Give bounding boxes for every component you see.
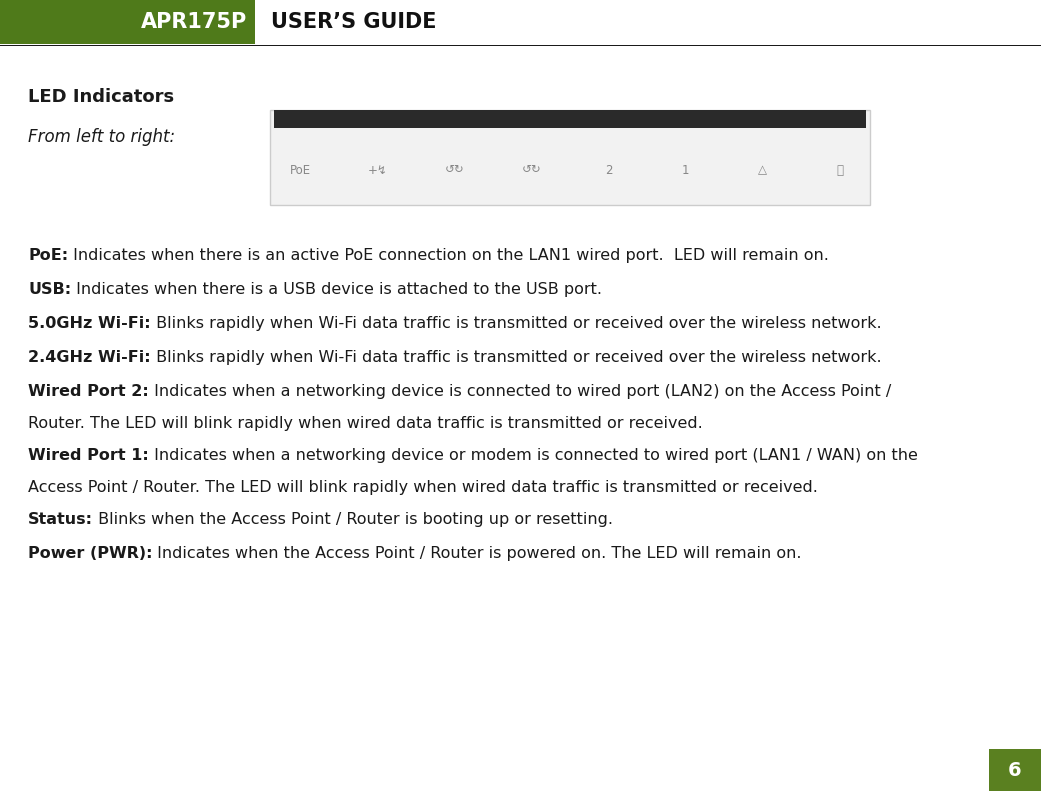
Bar	[989, 749, 1041, 791]
Text: Wired Port 2:: Wired Port 2:	[28, 384, 149, 399]
Text: PoE: PoE	[289, 164, 310, 176]
Text: Access Point / Router. The LED will blink rapidly when wired data traffic is tra: Access Point / Router. The LED will blin…	[28, 480, 818, 495]
Text: Blinks rapidly when Wi-Fi data traffic is transmitted or received over the wirel: Blinks rapidly when Wi-Fi data traffic i…	[151, 316, 882, 331]
Text: Power (PWR):: Power (PWR):	[28, 546, 152, 561]
Text: △: △	[758, 164, 767, 176]
Text: 2: 2	[605, 164, 612, 176]
Text: Blinks rapidly when Wi-Fi data traffic is transmitted or received over the wirel: Blinks rapidly when Wi-Fi data traffic i…	[151, 350, 882, 365]
Text: 6: 6	[1008, 760, 1022, 779]
Text: Indicates when a networking device or modem is connected to wired port (LAN1 / W: Indicates when a networking device or mo…	[149, 448, 917, 463]
Text: 2.4GHz Wi-Fi:: 2.4GHz Wi-Fi:	[28, 350, 151, 365]
Text: Indicates when a networking device is connected to wired port (LAN2) on the Acce: Indicates when a networking device is co…	[149, 384, 891, 399]
Text: LED Indicators: LED Indicators	[28, 88, 174, 106]
Text: Indicates when there is an active PoE connection on the LAN1 wired port.  LED wi: Indicates when there is an active PoE co…	[68, 248, 829, 263]
Text: ⏻: ⏻	[837, 164, 843, 176]
Text: PoE:: PoE:	[28, 248, 68, 263]
Text: ↺↻: ↺↻	[445, 164, 464, 176]
Text: Indicates when the Access Point / Router is powered on. The LED will remain on.: Indicates when the Access Point / Router…	[152, 546, 802, 561]
Text: APR175P: APR175P	[141, 12, 247, 32]
Text: Status:: Status:	[28, 512, 93, 527]
Bar	[0, 44, 1041, 46]
Text: From left to right:: From left to right:	[28, 128, 175, 146]
Text: Indicates when there is a USB device is attached to the USB port.: Indicates when there is a USB device is …	[71, 282, 602, 297]
Text: USER’S GUIDE: USER’S GUIDE	[271, 12, 436, 32]
Text: USB:: USB:	[28, 282, 71, 297]
Bar	[274, 110, 866, 128]
Bar	[270, 110, 870, 205]
Text: Wired Port 1:: Wired Port 1:	[28, 448, 149, 463]
Text: 1: 1	[682, 164, 689, 176]
Text: +↯: +↯	[367, 164, 387, 176]
Text: Router. The LED will blink rapidly when wired data traffic is transmitted or rec: Router. The LED will blink rapidly when …	[28, 416, 703, 431]
Text: ↺↻: ↺↻	[522, 164, 541, 176]
Bar	[0, 0, 255, 44]
Text: Blinks when the Access Point / Router is booting up or resetting.: Blinks when the Access Point / Router is…	[93, 512, 613, 527]
Text: 5.0GHz Wi-Fi:: 5.0GHz Wi-Fi:	[28, 316, 151, 331]
